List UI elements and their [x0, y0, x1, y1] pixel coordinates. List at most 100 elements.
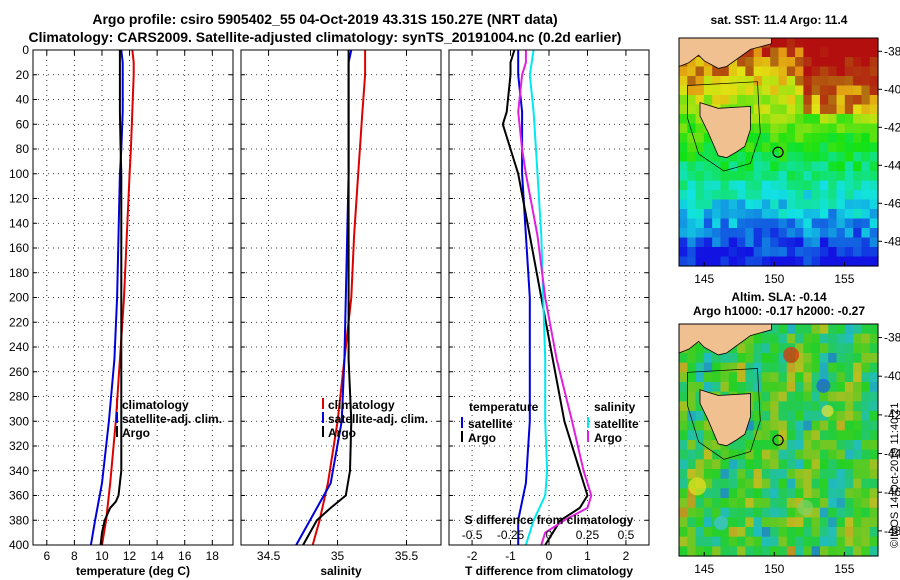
sst-map-cell	[695, 218, 705, 229]
sla-map-cell	[745, 362, 755, 373]
sla-map-cell	[745, 382, 755, 393]
sla-map-cell	[861, 333, 871, 344]
sla-map-cell	[679, 420, 688, 431]
sla-map-cell	[728, 449, 738, 460]
sla-map-cell	[853, 430, 863, 441]
sla-map-cell	[687, 362, 697, 373]
sla-map-cell	[753, 362, 763, 373]
sst-map-cell	[869, 152, 879, 163]
sst-map-cell	[712, 247, 722, 258]
sla-map-cell	[828, 382, 838, 393]
sst-map-cell	[869, 38, 879, 49]
sla-map-cell	[703, 449, 713, 460]
sst-map-cell	[687, 142, 697, 153]
sst-map-cell	[737, 237, 746, 248]
temperature-legend-item-0: climatology	[122, 398, 189, 412]
sla-map-cell	[795, 391, 804, 402]
sst-map-cell	[761, 142, 771, 153]
sst-map-shelf-contour	[687, 81, 761, 172]
sla-map-cell	[786, 536, 796, 547]
sst-map-cell	[853, 76, 863, 87]
sst-map-cell	[703, 247, 713, 258]
sst-map-cell	[836, 114, 846, 125]
sst-map-cell	[869, 199, 879, 210]
sst-map-cell	[861, 114, 871, 125]
sst-map-cell	[853, 133, 863, 144]
sla-map-cell	[695, 420, 705, 431]
sst-map-cell	[778, 161, 788, 172]
sst-map-cell	[853, 114, 863, 125]
sst-map-cell	[844, 209, 854, 220]
sla-map-cell	[753, 536, 763, 547]
sla-map-cell	[728, 372, 738, 383]
sst-map-cell	[795, 66, 804, 77]
sst-map-cell	[861, 104, 871, 115]
sla-map-cell	[687, 469, 697, 480]
differences-series-3	[517, 50, 593, 546]
sst-map-cell	[770, 161, 780, 172]
sla-map-cell	[778, 372, 788, 383]
sla-map-cell	[795, 353, 804, 364]
sla-map-cell	[786, 507, 796, 518]
sla-map-cell	[828, 411, 838, 422]
sla-map-cell	[819, 459, 829, 470]
sla-map-cell	[728, 517, 738, 528]
sst-map-cell	[795, 123, 804, 134]
sst-map-cell	[761, 85, 771, 96]
sla-map-cell	[770, 517, 780, 528]
sst-map-cell	[803, 133, 813, 144]
sla-map-cell	[836, 411, 846, 422]
sla-map-cell	[712, 507, 722, 518]
sst-map-cell	[869, 76, 879, 87]
sla-map-cell	[778, 498, 788, 509]
sst-map-cell	[844, 228, 854, 239]
sla-map-cell	[869, 430, 879, 441]
sst-map-cell	[786, 142, 796, 153]
sst-map-cell	[728, 209, 738, 220]
sst-map-cell	[728, 218, 738, 229]
sla-map-cell	[795, 382, 804, 393]
sla-map-cell	[861, 353, 871, 364]
sla-map-cell	[869, 478, 879, 489]
differences-series-1	[501, 49, 589, 546]
sla-map-cell	[753, 333, 763, 344]
sst-map-cell	[795, 114, 804, 125]
sst-map-cell	[803, 199, 813, 210]
sst-map-cell	[786, 228, 796, 239]
sla-map-cell	[679, 401, 688, 412]
sla-map-cell	[836, 517, 846, 528]
sla-map-cell	[753, 343, 763, 354]
sst-map-cell	[795, 256, 804, 267]
sst-map-cell	[811, 95, 821, 106]
sla-map-cell	[853, 517, 863, 528]
sla-map-cell	[770, 324, 780, 335]
sla-map-cell	[828, 536, 838, 547]
sla-map-cell	[703, 478, 713, 489]
sla-map-cell	[703, 536, 713, 547]
sla-map-cell	[745, 498, 755, 509]
sst-map-cell	[687, 76, 697, 87]
sst-map-cell	[803, 256, 813, 267]
sst-map-cell	[753, 199, 763, 210]
sla-map-cell	[745, 517, 755, 528]
sla-map-cell	[728, 498, 738, 509]
sla-map-cell	[869, 517, 879, 528]
sst-map-cell	[761, 95, 771, 106]
sla-map-cell	[819, 324, 829, 335]
sla-map-cell	[712, 478, 722, 489]
sst-map-cell	[861, 161, 871, 172]
sst-map-cell	[861, 209, 871, 220]
temperature-ytick-label-6: 120	[9, 192, 29, 206]
sst-map-cell	[770, 123, 780, 134]
sst-map-cell	[819, 95, 829, 106]
sst-map-cell	[844, 161, 854, 172]
sla-map-cell	[811, 478, 821, 489]
sst-map-cell	[795, 218, 804, 229]
sla-map-cell	[869, 324, 879, 335]
sst-map-cell	[795, 228, 804, 239]
sla-map-cell	[836, 372, 846, 383]
sst-map-cell	[869, 123, 879, 134]
sst-map-cell	[703, 209, 713, 220]
sla-map-cell	[745, 333, 755, 344]
sst-map-cell	[861, 38, 871, 49]
